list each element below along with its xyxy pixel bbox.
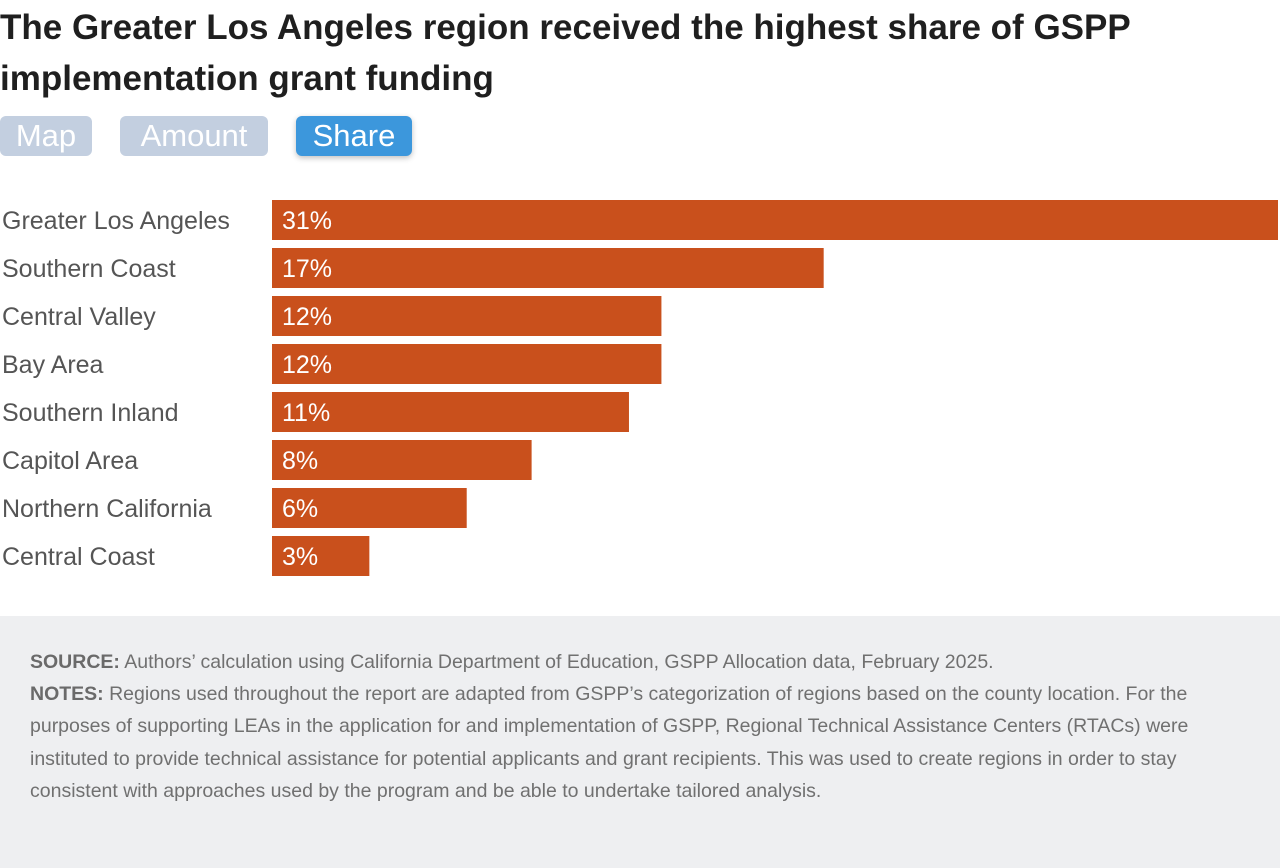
category-label: Capitol Area [2, 447, 138, 475]
bar[interactable] [272, 488, 467, 528]
notes-text: Regions used throughout the report are a… [30, 683, 1189, 802]
source-label: SOURCE: [30, 651, 120, 673]
category-label: Central Coast [2, 543, 155, 571]
category-label: Central Valley [2, 303, 156, 331]
bar-chart: Greater Los Angeles 31% Southern Coast 17% C… [0, 190, 1280, 590]
notes-note: NOTES: Regions used throughout the repor… [30, 678, 1250, 807]
bar[interactable] [272, 344, 662, 384]
category-label: Greater Los Angeles [2, 207, 230, 235]
footer-notes: SOURCE: Authors’ calculation using Calif… [0, 616, 1280, 868]
value-label: 31% [282, 207, 332, 235]
value-label: 17% [282, 255, 332, 283]
bar-chart-svg: Greater Los Angeles 31% Southern Coast 17% C… [2, 200, 1278, 576]
source-note: SOURCE: Authors’ calculation using Calif… [30, 646, 1250, 678]
tab-share[interactable]: Share [296, 116, 412, 156]
bar[interactable] [272, 200, 1278, 240]
bar[interactable] [272, 440, 532, 480]
tab-amount[interactable]: Amount [120, 116, 268, 156]
category-label: Bay Area [2, 351, 104, 379]
bar[interactable] [272, 392, 629, 432]
notes-label: NOTES: [30, 683, 104, 706]
bar[interactable] [272, 248, 824, 288]
tab-map[interactable]: Map [0, 116, 92, 156]
category-label: Southern Inland [2, 399, 179, 427]
source-text: Authors’ calculation using California De… [119, 651, 994, 673]
category-label: Southern Coast [2, 255, 176, 283]
value-label: 3% [282, 543, 318, 571]
value-label: 6% [282, 495, 318, 523]
value-label: 12% [282, 303, 332, 331]
value-label: 8% [282, 447, 318, 475]
bar[interactable] [272, 296, 662, 336]
value-label: 11% [282, 399, 330, 427]
category-label: Northern California [2, 495, 212, 523]
bar[interactable] [272, 536, 370, 576]
chart-title: The Greater Los Angeles region received … [0, 8, 1131, 98]
value-label: 12% [282, 351, 332, 379]
